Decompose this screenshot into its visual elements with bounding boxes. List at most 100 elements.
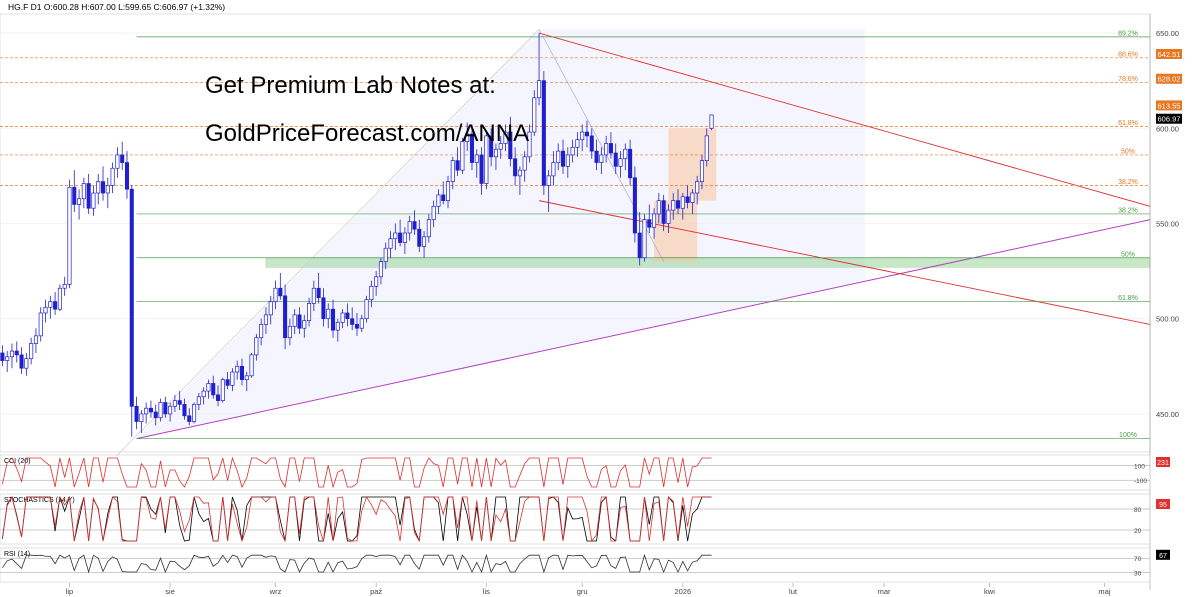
candle-body-48 <box>230 371 235 386</box>
candle-86 <box>412 210 417 235</box>
candle-138 <box>661 194 666 232</box>
candle-0 <box>0 345 5 367</box>
candle-98 <box>469 124 475 171</box>
candle-106 <box>508 116 513 167</box>
candle-body-49 <box>235 365 240 373</box>
candle-body-73 <box>350 318 355 325</box>
candle-body-32 <box>153 411 158 419</box>
candle-120 <box>575 132 580 157</box>
candle-body-148 <box>709 114 714 129</box>
candle-92 <box>441 181 446 205</box>
candle-12 <box>57 284 62 312</box>
candle-22 <box>105 177 110 209</box>
candle-body-93 <box>445 181 451 201</box>
candle-body-128 <box>613 152 618 167</box>
candle-body-75 <box>359 318 364 329</box>
fib-label-9: 89.2% <box>1118 30 1138 37</box>
candle-81 <box>388 231 393 258</box>
candle-body-145 <box>695 181 700 194</box>
candle-body-6 <box>29 343 34 360</box>
candle-11 <box>53 292 58 315</box>
y-tick-2: 550.00 <box>1156 219 1179 228</box>
candle-body-77 <box>369 285 374 301</box>
candle-69 <box>330 299 336 338</box>
candle-body-97 <box>465 133 470 142</box>
candle-19 <box>91 185 96 216</box>
candle-body-45 <box>215 394 221 401</box>
candle-116 <box>556 143 561 171</box>
candle-70 <box>335 318 340 342</box>
candle-body-74 <box>354 324 360 329</box>
candle-48 <box>230 368 235 392</box>
candle-128 <box>613 143 618 174</box>
candle-body-115 <box>551 162 556 177</box>
candle-body-58 <box>278 287 283 297</box>
x-label-9: kwi <box>984 587 995 596</box>
fib-label-3: 38.2% <box>1118 207 1138 214</box>
candle-body-36 <box>172 400 177 407</box>
red-channel-upper <box>538 32 1151 207</box>
candle-body-17 <box>81 183 86 200</box>
candle-3 <box>14 341 19 363</box>
candle-76 <box>364 295 369 323</box>
candle-body-18 <box>86 183 91 209</box>
candle-135 <box>647 204 652 233</box>
candle-body-100 <box>479 154 484 184</box>
candle-105 <box>503 124 508 152</box>
candle-91 <box>436 189 441 214</box>
candle-8 <box>38 307 43 342</box>
candle-body-140 <box>671 200 676 211</box>
candle-82 <box>393 223 398 251</box>
candle-59 <box>283 284 288 350</box>
candle-125 <box>599 147 604 174</box>
price-box-0 <box>1156 48 1182 59</box>
candle-body-47 <box>225 379 230 386</box>
candle-147 <box>704 128 709 167</box>
candle-136 <box>652 208 657 239</box>
candle-body-143 <box>685 196 690 203</box>
candle-41 <box>196 392 201 411</box>
candle-body-67 <box>321 297 326 320</box>
candle-body-135 <box>647 219 652 228</box>
candle-99 <box>474 149 479 178</box>
candle-body-56 <box>268 301 273 316</box>
candle-body-13 <box>62 284 67 289</box>
price-box-3 <box>1156 113 1182 124</box>
candle-63 <box>302 314 307 338</box>
candle-body-2 <box>9 350 15 358</box>
candle-body-31 <box>148 407 153 413</box>
candle-112 <box>537 33 542 106</box>
red-channel-lower <box>538 200 1151 325</box>
candle-118 <box>565 147 570 178</box>
candle-100 <box>479 147 484 195</box>
candle-60 <box>287 318 292 346</box>
candle-117 <box>560 139 566 174</box>
fib-label-4: 38.2% <box>1118 179 1138 186</box>
candle-body-122 <box>584 131 590 137</box>
candle-28 <box>134 396 139 430</box>
candle-body-9 <box>43 306 48 314</box>
candle-124 <box>594 139 599 171</box>
candle-42 <box>201 387 206 405</box>
candle-body-33 <box>158 402 163 419</box>
promo-text-line-2: GoldPriceForecast.com/ANNA <box>205 120 530 147</box>
candle-body-16 <box>77 198 82 205</box>
candle-body-80 <box>383 247 388 262</box>
candle-body-65 <box>311 287 316 304</box>
candle-55 <box>263 307 268 334</box>
candle-21 <box>100 166 106 201</box>
candle-94 <box>450 156 455 190</box>
candle-body-12 <box>57 287 62 310</box>
candle-77 <box>369 280 374 308</box>
candle-body-113 <box>541 80 546 186</box>
candle-body-27 <box>129 188 134 407</box>
candle-body-72 <box>345 312 350 320</box>
candle-126 <box>604 135 609 163</box>
candle-body-40 <box>192 404 197 422</box>
price-box-1 <box>1156 73 1182 84</box>
candle-body-43 <box>206 383 211 392</box>
candle-130 <box>623 143 628 171</box>
candle-68 <box>326 303 331 329</box>
purple-support-line <box>136 219 1151 440</box>
